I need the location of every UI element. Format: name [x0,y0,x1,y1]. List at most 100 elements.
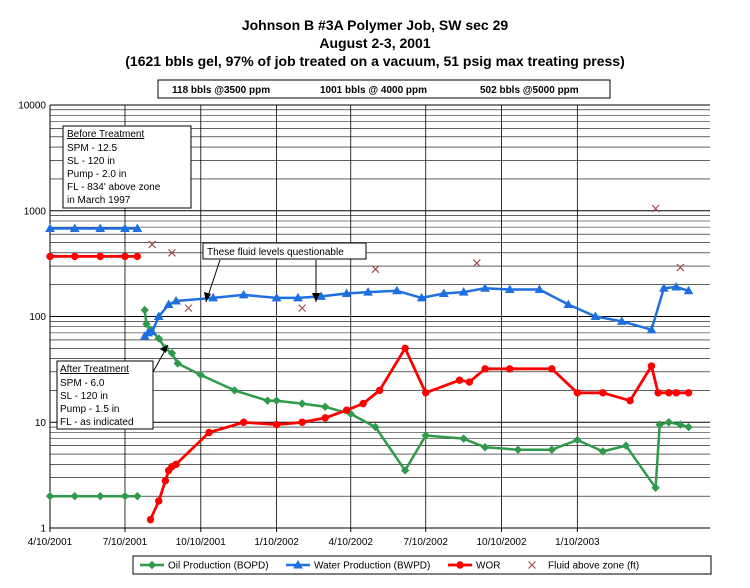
x-tick-label: 4/10/2002 [328,537,373,548]
data-point-water-production-bwpd [163,299,174,308]
data-point-oil-production-bopd [598,447,608,456]
data-point-wor [684,389,693,397]
data-point-wor [121,252,129,261]
data-point-wor [272,420,281,429]
data-point-water-production-bwpd [153,311,164,320]
data-point-wor [359,399,367,408]
data-point-wor [654,389,662,397]
data-point-water-production-bwpd [590,311,601,320]
legend-marker-wor [456,561,464,569]
data-point-water-production-bwpd [534,284,545,294]
data-point-water-production-bwpd [504,284,515,294]
data-point-fluid-above-zone-ft [148,240,157,249]
data-point-water-production-bwpd [171,296,181,305]
data-point-oil-production-bopd [400,466,410,475]
x-tick-label: 7/10/2001 [103,537,148,548]
data-point-water-production-bwpd [416,292,427,302]
data-point-oil-production-bopd [655,420,664,429]
after-treatment-box [56,360,154,430]
data-point-water-production-bwpd [238,289,249,299]
data-point-water-production-bwpd [683,285,694,295]
data-point-oil-production-bopd [684,422,693,432]
data-point-wor [342,406,351,414]
data-point-wor [626,396,634,405]
data-point-oil-production-bopd [664,418,674,427]
data-point-oil-production-bopd [120,491,130,501]
data-point-oil-production-bopd [196,370,205,380]
after-treatment-line: SPM - 6.0 [60,378,105,389]
after-treatment-line: SL - 120 in [60,391,108,402]
data-point-wor [647,362,656,370]
data-point-water-production-bwpd [293,292,303,302]
x-tick-label: 4/10/2001 [28,537,73,548]
data-point-wor [172,460,180,469]
annotation-text: These fluid levels questionable [207,247,344,258]
data-point-oil-production-bopd [676,420,685,429]
data-point-water-production-bwpd [658,283,669,292]
data-point-oil-production-bopd [421,431,430,440]
data-point-wor [672,389,680,397]
data-point-water-production-bwpd [363,287,373,296]
data-point-fluid-above-zone-ft [472,259,481,268]
legend-label: Water Production (BWPD) [314,561,430,572]
chart-title-line-2: August 2-3, 2001 [319,35,431,51]
data-point-water-production-bwpd [69,223,80,232]
data-point-oil-production-bopd [651,483,660,493]
data-point-water-production-bwpd [616,316,627,325]
legend-label: Fluid above zone (ft) [548,561,639,572]
chart-title-line-1: Johnson B #3A Polymer Job, SW sec 29 [241,17,509,33]
data-point-oil-production-bopd [154,334,163,343]
annotation-arrowhead [204,292,211,302]
data-point-oil-production-bopd [371,422,380,432]
before-treatment-line: FL - 834' above zone [67,182,161,193]
data-point-wor [239,418,248,426]
data-point-oil-production-bopd [621,441,631,450]
x-tick-label: 7/10/2002 [403,537,448,548]
x-tick-label: 10/10/2002 [477,537,527,548]
annotation-box [202,242,367,260]
y-tick-label: 1 [40,524,46,535]
stage-label: 118 bbls @3500 ppm [172,85,270,96]
data-point-water-production-bwpd [147,326,158,336]
data-point-fluid-above-zone-ft [676,263,685,272]
data-point-fluid-above-zone-ft [168,248,176,257]
after-treatment-line: Pump - 1.5 in [60,404,119,415]
after-treatment-heading: After Treatment [60,364,129,375]
legend-marker-water-production-bwpd [293,559,303,569]
data-point-oil-production-bopd [142,319,151,329]
data-point-wor [665,389,673,397]
data-point-wor [96,252,104,261]
stage-label: 1001 bbls @ 4000 ppm [320,85,427,96]
data-point-wor [455,376,464,384]
chart-title-line-3: (1621 bbls gel, 97% of job treated on a … [125,53,625,69]
data-point-wor [481,365,489,373]
data-point-oil-production-bopd [263,396,272,405]
data-point-wor [205,428,213,437]
data-point-oil-production-bopd [573,435,582,445]
data-point-wor [375,386,384,395]
before-treatment-line: SL - 120 in [67,156,115,167]
legend-marker-oil-production-bopd [147,560,157,570]
data-point-water-production-bwpd [480,283,490,292]
data-point-water-production-bwpd [208,292,219,302]
stage-box [157,79,611,99]
data-point-oil-production-bopd [459,434,468,443]
data-point-water-production-bwpd [341,288,352,298]
data-point-fluid-above-zone-ft [651,204,660,213]
data-point-wor [599,389,607,397]
legend-label: Oil Production (BOPD) [168,561,269,572]
data-point-wor [146,515,155,524]
after-treatment-line: FL - as indicated [60,417,134,428]
data-point-water-production-bwpd [271,292,282,302]
stage-label: 502 bbls @5000 ppm [480,85,579,96]
data-point-water-production-bwpd [563,299,574,308]
data-point-oil-production-bopd [45,491,55,501]
data-point-wor [573,389,582,397]
data-point-wor [401,344,409,353]
data-point-wor [155,497,163,505]
data-point-water-production-bwpd [671,282,682,291]
data-point-fluid-above-zone-ft [298,304,307,313]
data-point-wor [133,252,142,261]
data-point-water-production-bwpd [120,223,130,232]
